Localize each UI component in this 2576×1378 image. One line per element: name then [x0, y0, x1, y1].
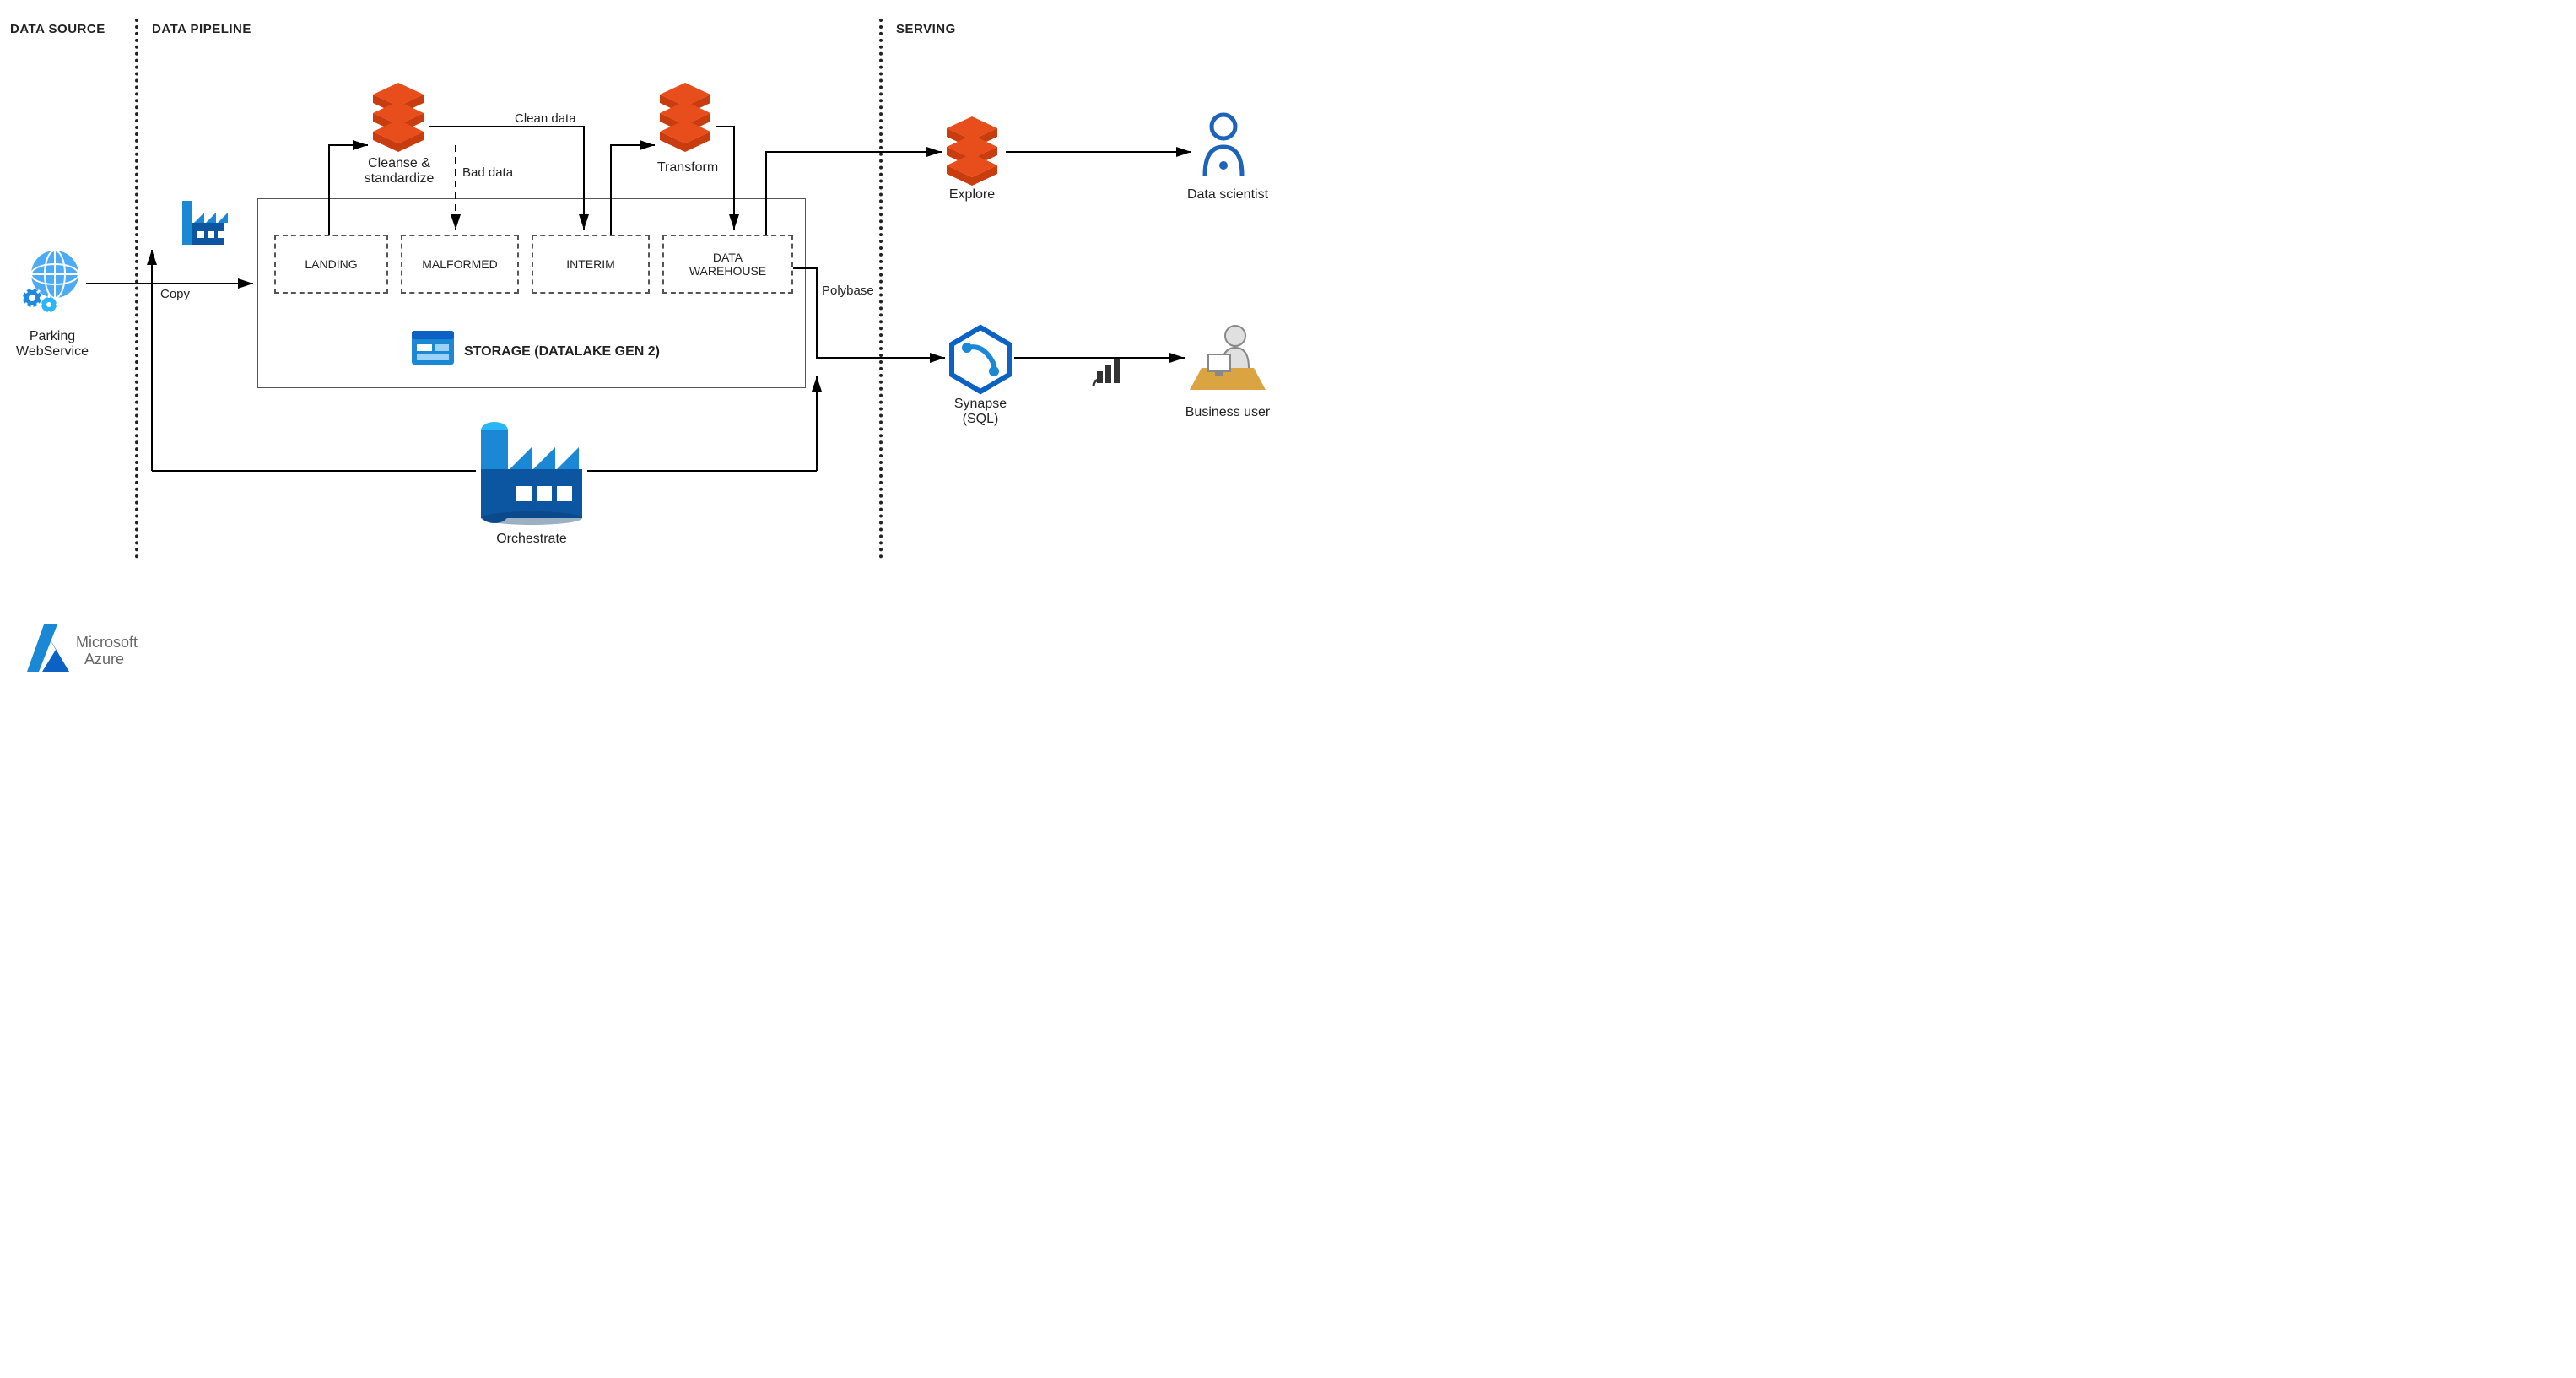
label-transform: Transform — [650, 160, 726, 176]
label-synapse: Synapse (SQL) — [947, 397, 1014, 427]
edge-label-bad-data: Bad data — [462, 165, 513, 180]
edge-label-polybase: Polybase — [822, 284, 874, 298]
brand-line1: Microsoft — [76, 635, 138, 651]
bar-chart-icon — [1094, 358, 1120, 386]
brand-line2: Azure — [84, 651, 124, 668]
databricks-cleanse-icon — [373, 83, 424, 152]
databricks-explore-icon — [947, 116, 997, 186]
zone-landing: LANDING — [274, 235, 388, 294]
label-business-user: Business user — [1181, 405, 1274, 420]
factory-large-icon — [481, 422, 582, 525]
divider-1 — [135, 19, 138, 559]
azure-logo-icon — [27, 624, 69, 672]
edge-label-clean-data: Clean data — [515, 111, 576, 126]
edge-label-copy: Copy — [160, 287, 190, 301]
storage-title: STORAGE (DATALAKE GEN 2) — [464, 344, 660, 359]
zone-malformed: MALFORMED — [401, 235, 519, 294]
factory-small-icon — [182, 201, 228, 245]
section-header-serving: SERVING — [896, 22, 956, 36]
label-parking-webservice: Parking WebService — [10, 329, 95, 359]
zone-data-warehouse: DATA WAREHOUSE — [662, 235, 793, 294]
label-data-scientist: Data scientist — [1181, 187, 1274, 203]
section-header-data-pipeline: DATA PIPELINE — [152, 22, 251, 36]
label-orchestrate: Orchestrate — [489, 532, 574, 547]
person-desk-icon — [1190, 326, 1266, 390]
edge-polybase — [793, 268, 945, 358]
label-cleanse: Cleanse & standardize — [361, 156, 437, 186]
section-header-data-source: DATA SOURCE — [10, 22, 105, 36]
person-outline-icon — [1205, 115, 1242, 176]
synapse-icon — [952, 327, 1009, 392]
databricks-transform-icon — [660, 83, 710, 152]
zone-interim: INTERIM — [532, 235, 650, 294]
label-explore: Explore — [938, 187, 1006, 203]
divider-2 — [879, 19, 883, 559]
web-service-icon — [21, 251, 78, 314]
